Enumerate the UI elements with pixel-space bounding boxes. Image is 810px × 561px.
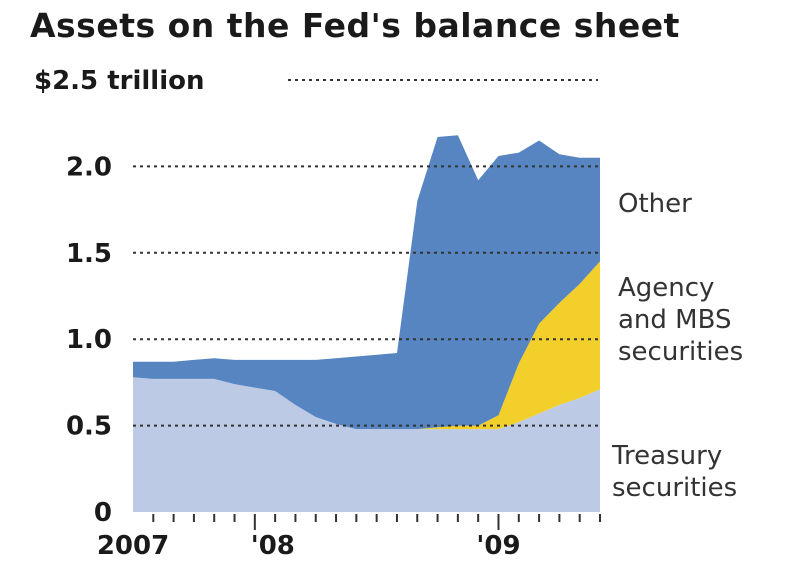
chart-axes xyxy=(152,514,601,530)
chart-gridlines xyxy=(133,79,600,427)
x-tick-label: '09 xyxy=(476,531,520,561)
area-series-treasury-securities xyxy=(133,377,600,512)
area-series-other xyxy=(133,135,600,430)
x-tick-label: '08 xyxy=(251,531,295,561)
y-tick-label: 1.0 xyxy=(66,325,112,355)
chart-title: Assets on the Fed's balance sheet xyxy=(30,6,680,45)
series-label-treasury-securities: Treasury securities xyxy=(611,441,737,503)
chart-areas xyxy=(133,135,600,512)
series-label-agency-and-mbs-securities: Agency and MBS securities xyxy=(618,273,743,367)
x-tick-label: 2007 xyxy=(97,531,169,561)
y-tick-label: 0.5 xyxy=(66,412,112,442)
y-tick-label: 1.5 xyxy=(66,239,112,269)
y-tick-label: 0 xyxy=(94,498,112,528)
y-unit-label: $2.5 trillion xyxy=(34,66,204,96)
y-tick-label: 2.0 xyxy=(66,152,112,182)
chart-labels: 0 0.5 1.0 1.5 2.0 $2.5 trillion 2007 '08 '09 Trea… xyxy=(34,66,743,561)
series-label-other: Other xyxy=(618,189,692,219)
